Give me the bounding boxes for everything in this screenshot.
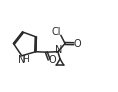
Text: N: N [55, 45, 62, 55]
Text: O: O [48, 55, 56, 65]
Text: O: O [73, 39, 81, 49]
Text: N: N [18, 55, 25, 65]
Text: Cl: Cl [52, 27, 61, 37]
Text: H: H [22, 55, 29, 64]
